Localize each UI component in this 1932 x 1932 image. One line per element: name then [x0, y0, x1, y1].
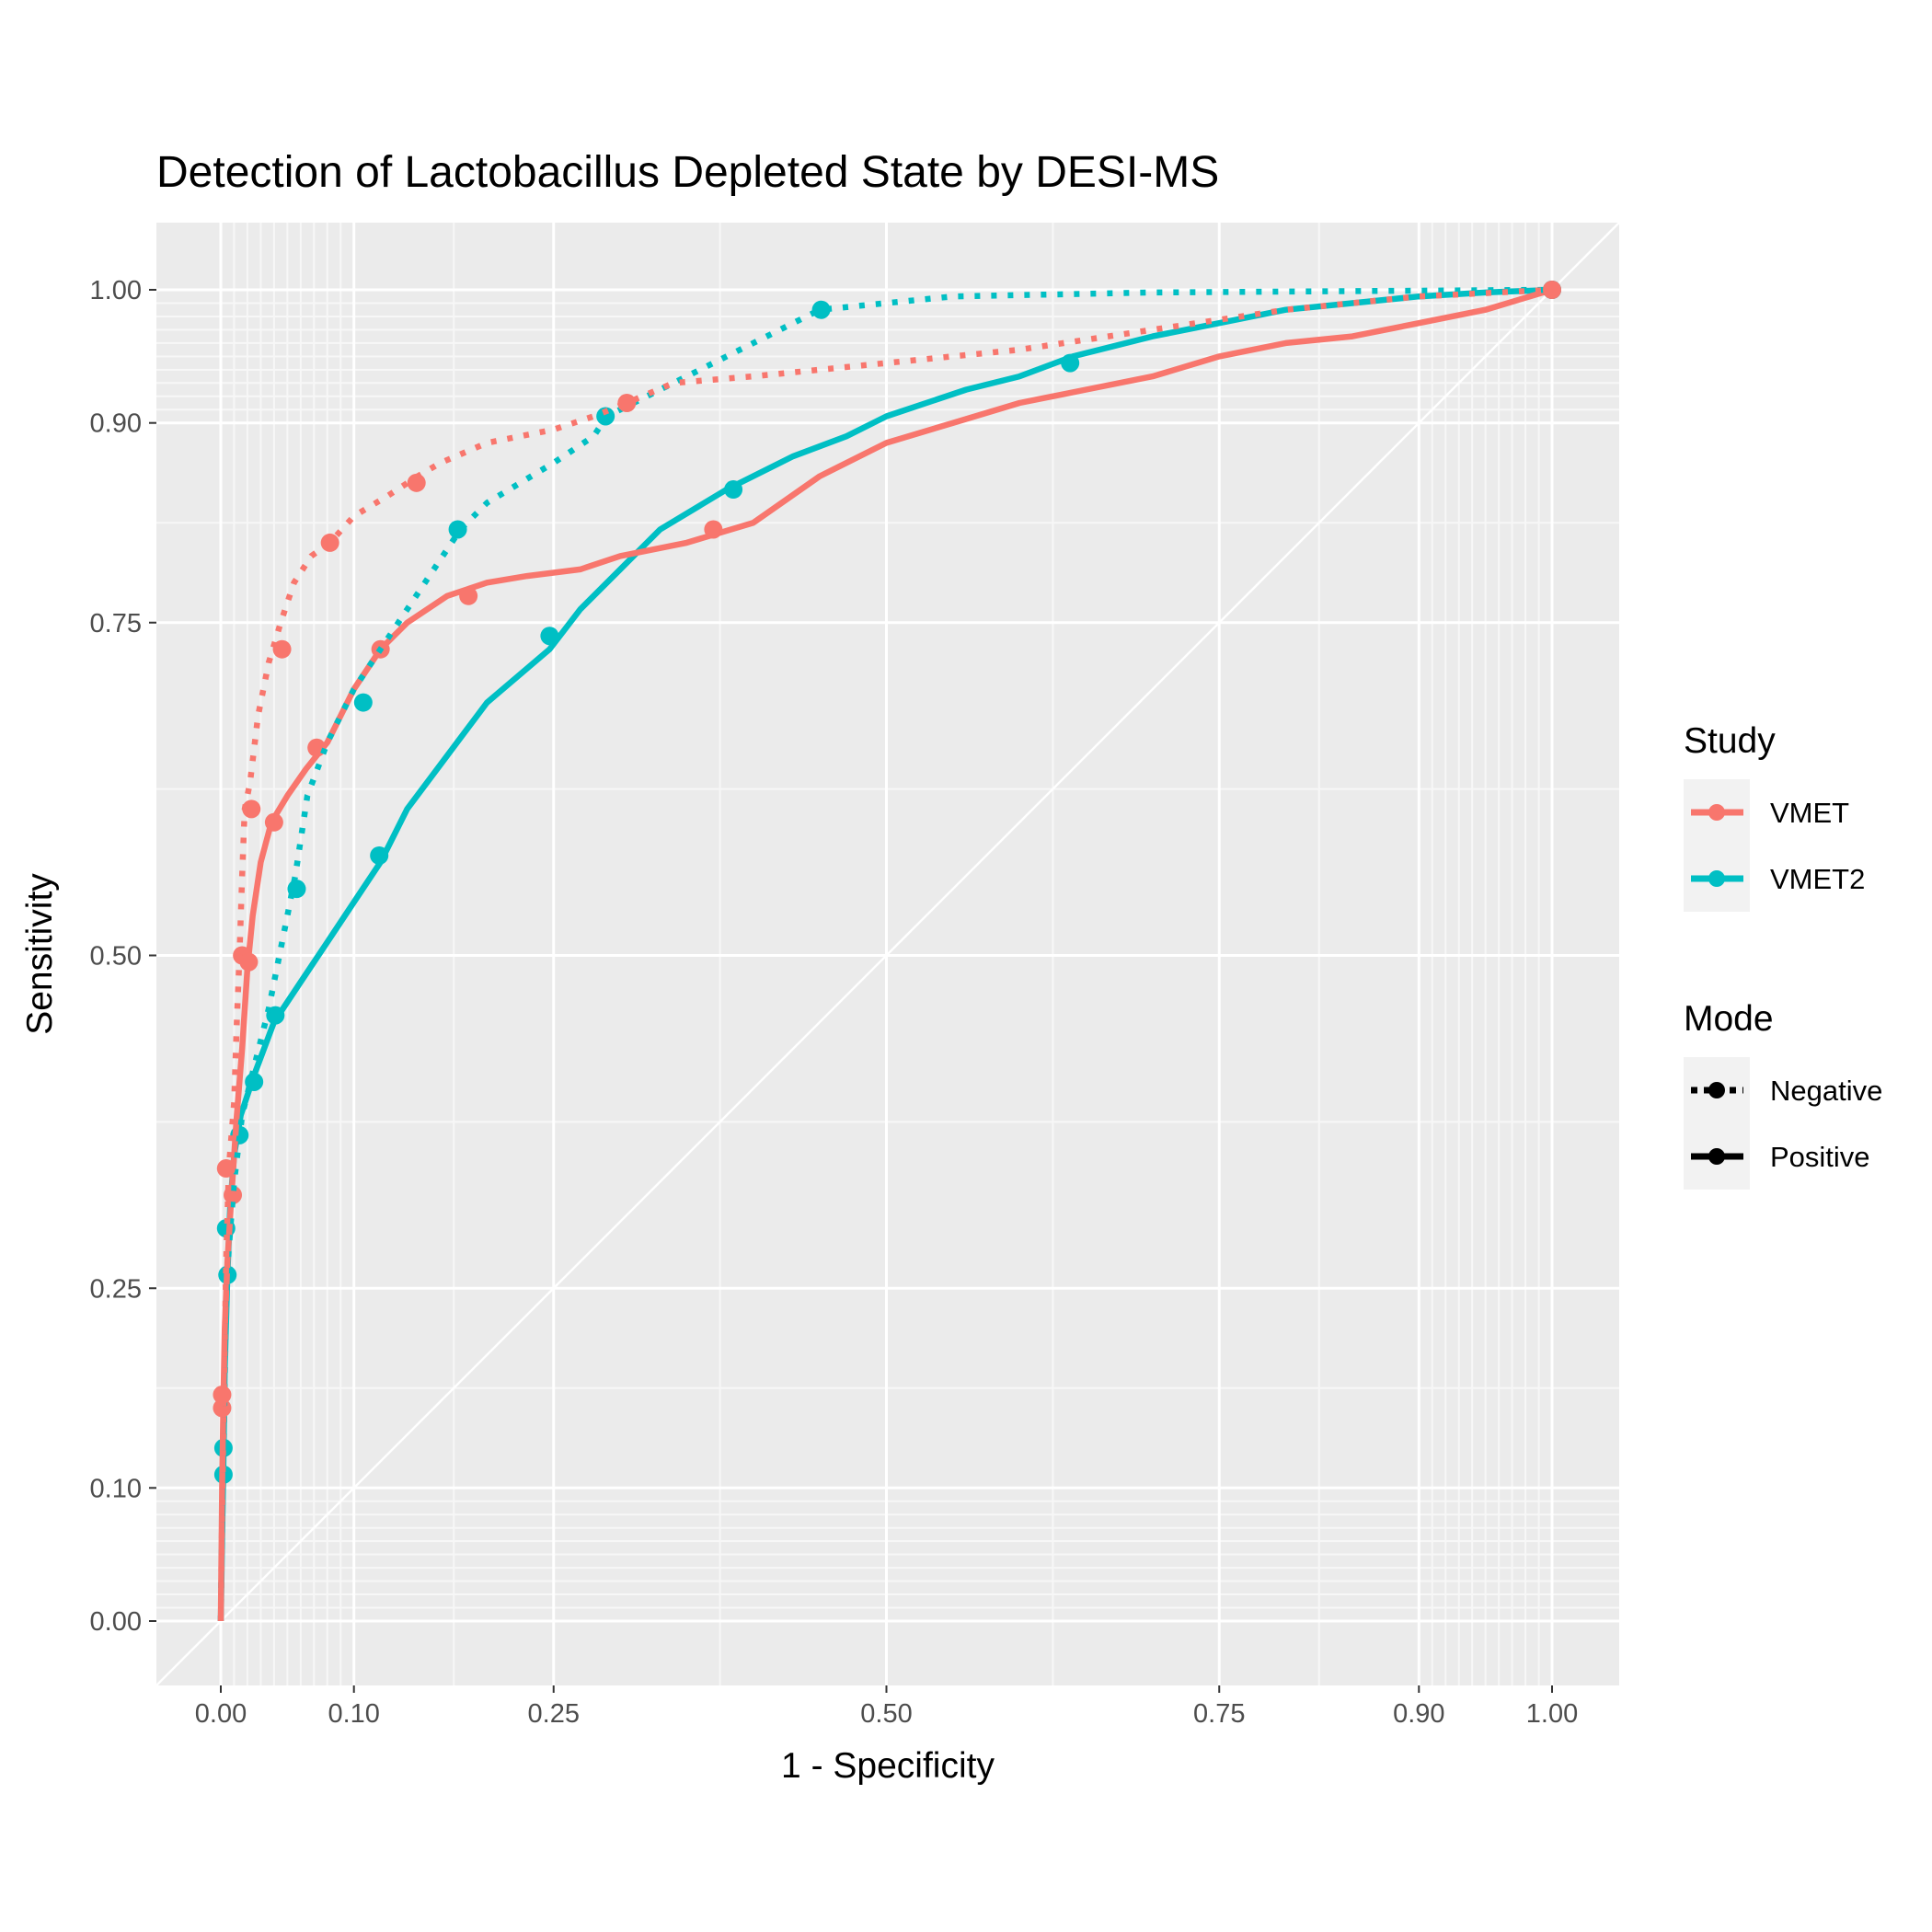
- roc-marker: [724, 480, 743, 500]
- x-tick-label: 0.90: [1393, 1699, 1444, 1729]
- y-tick-label: 1.00: [90, 276, 142, 305]
- roc-marker: [272, 639, 292, 659]
- roc-curves: [213, 281, 1561, 1622]
- roc-marker: [596, 407, 615, 426]
- legend-positive-marker: [1708, 1148, 1725, 1165]
- roc-marker: [407, 473, 426, 492]
- roc-marker: [370, 845, 389, 865]
- roc-marker: [617, 393, 637, 412]
- diagonal-reference: [155, 222, 1620, 1686]
- chart-title: Detection of Lactobacillus Depleted Stat…: [156, 148, 1219, 197]
- y-axis-title: Sensitivity: [20, 873, 60, 1035]
- y-axis-ticks: 0.00 0.10 0.25 0.50 0.75 0.90 1.00: [90, 276, 156, 1637]
- legend-study-key-bg: [1684, 779, 1750, 912]
- roc-marker: [245, 1072, 264, 1091]
- diagonal-line: [155, 222, 1620, 1686]
- y-tick-label: 0.25: [90, 1274, 142, 1304]
- x-axis-title: 1 - Specificity: [781, 1746, 995, 1786]
- roc-marker: [239, 952, 259, 972]
- roc-marker: [448, 520, 467, 539]
- roc-marker: [287, 880, 306, 899]
- roc-marker: [540, 627, 559, 646]
- x-tick-label: 0.10: [328, 1699, 379, 1729]
- x-tick-label: 1.00: [1526, 1699, 1578, 1729]
- y-tick-label: 0.50: [90, 942, 142, 972]
- y-tick-label: 0.90: [90, 409, 142, 439]
- roc-marker: [353, 693, 373, 712]
- legend-mode-title: Mode: [1684, 999, 1774, 1039]
- legend-vmet2-label: VMET2: [1770, 863, 1865, 895]
- x-tick-label: 0.00: [195, 1699, 247, 1729]
- roc-marker: [1061, 353, 1080, 373]
- roc-marker: [811, 300, 831, 319]
- y-tick-label: 0.10: [90, 1474, 142, 1503]
- y-tick-label: 0.75: [90, 609, 142, 638]
- roc-marker: [216, 1159, 236, 1179]
- legend-positive-label: Positive: [1770, 1141, 1870, 1173]
- roc-marker: [213, 1386, 232, 1405]
- roc-marker: [264, 812, 283, 832]
- legend-vmet2-marker: [1708, 870, 1725, 887]
- legend-vmet-label: VMET: [1770, 797, 1849, 829]
- roc-marker: [459, 586, 478, 605]
- series-vmet-negative: [213, 281, 1561, 1622]
- roc-line: [217, 286, 1553, 1622]
- legend: Study VMET VMET2 Mode Negative Positive: [1684, 721, 1882, 1190]
- roc-marker: [307, 738, 327, 757]
- roc-marker: [704, 520, 723, 539]
- x-tick-label: 0.50: [860, 1699, 912, 1729]
- legend-mode-key-bg: [1684, 1057, 1750, 1190]
- legend-vmet-marker: [1708, 804, 1725, 821]
- y-tick-label: 0.00: [90, 1607, 142, 1637]
- legend-negative-label: Negative: [1770, 1075, 1882, 1107]
- roc-marker: [320, 533, 339, 552]
- x-tick-label: 0.25: [528, 1699, 580, 1729]
- roc-marker: [1543, 281, 1561, 299]
- x-tick-label: 0.75: [1193, 1699, 1245, 1729]
- roc-marker: [242, 799, 261, 819]
- legend-negative-marker: [1708, 1082, 1725, 1098]
- legend-study-title: Study: [1684, 721, 1776, 761]
- x-axis-ticks: 0.00 0.10 0.25 0.50 0.75 0.90 1.00: [195, 1685, 1578, 1729]
